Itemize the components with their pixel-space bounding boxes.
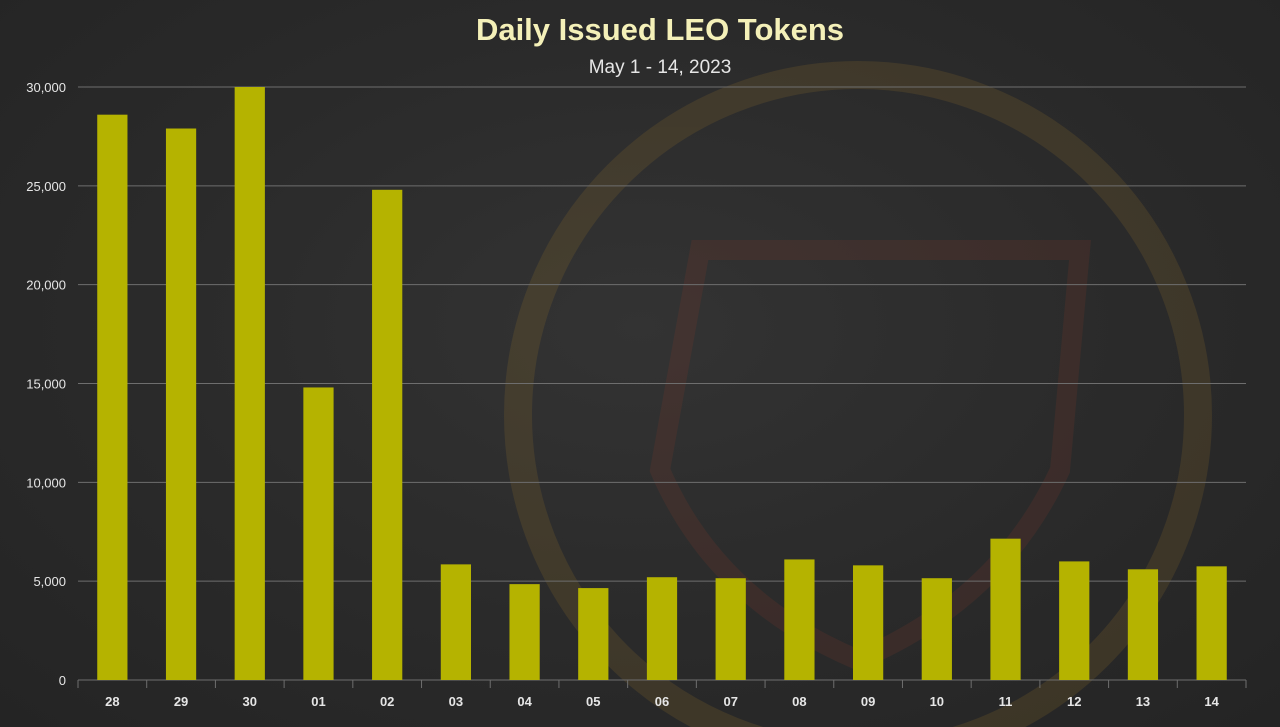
y-tick-label: 20,000 [26,278,66,293]
bar-03 [440,564,471,680]
bar-29 [165,128,197,680]
bar-12 [1059,561,1090,680]
x-tick-label: 09 [861,694,875,709]
bar-10 [921,578,952,680]
x-tick-label: 14 [1204,694,1219,709]
x-tick-label: 05 [586,694,600,709]
x-tick-label: 06 [655,694,669,709]
bar-30 [234,87,265,680]
bar-04 [509,584,540,680]
x-tick-label: 08 [792,694,806,709]
bar-11 [990,538,1021,680]
y-tick-label: 30,000 [26,80,66,95]
x-axis: 28 29 30 01 02 03 04 05 06 07 08 09 10 11 12 13 14 [77,680,1247,709]
x-tick-label: 30 [243,694,257,709]
bar-02 [372,189,403,680]
bar-06 [646,577,678,680]
bars [97,87,1227,680]
x-tick-label: 04 [517,694,532,709]
x-tick-label: 07 [723,694,737,709]
chart-subtitle: May 1 - 14, 2023 [589,57,732,78]
gridlines [78,86,1246,681]
x-tick-label: 12 [1067,694,1081,709]
x-tick-label: 03 [449,694,463,709]
chart-title: Daily Issued LEO Tokens [476,12,844,47]
bar-14 [1196,566,1227,680]
bar-07 [715,578,746,680]
y-tick-label: 15,000 [26,377,66,392]
x-tick-label: 13 [1136,694,1150,709]
x-tick-label: 02 [380,694,394,709]
bar-08 [784,559,815,680]
x-tick-label: 29 [174,694,188,709]
y-tick-label: 25,000 [26,179,66,194]
bar-05 [578,588,609,680]
x-tick-label: 10 [930,694,944,709]
y-tick-label: 0 [59,673,66,688]
bar-28 [97,114,128,680]
y-tick-label: 10,000 [26,475,66,490]
bar-01 [303,387,334,680]
y-tick-label: 5,000 [33,574,66,589]
bar-09 [853,565,884,680]
bar-13 [1127,569,1159,680]
x-tick-label: 28 [105,694,119,709]
y-axis: 0 5,000 10,000 15,000 20,000 25,000 30,000 [26,80,66,688]
x-tick-label: 01 [311,694,325,709]
x-tick-label: 11 [999,694,1013,709]
